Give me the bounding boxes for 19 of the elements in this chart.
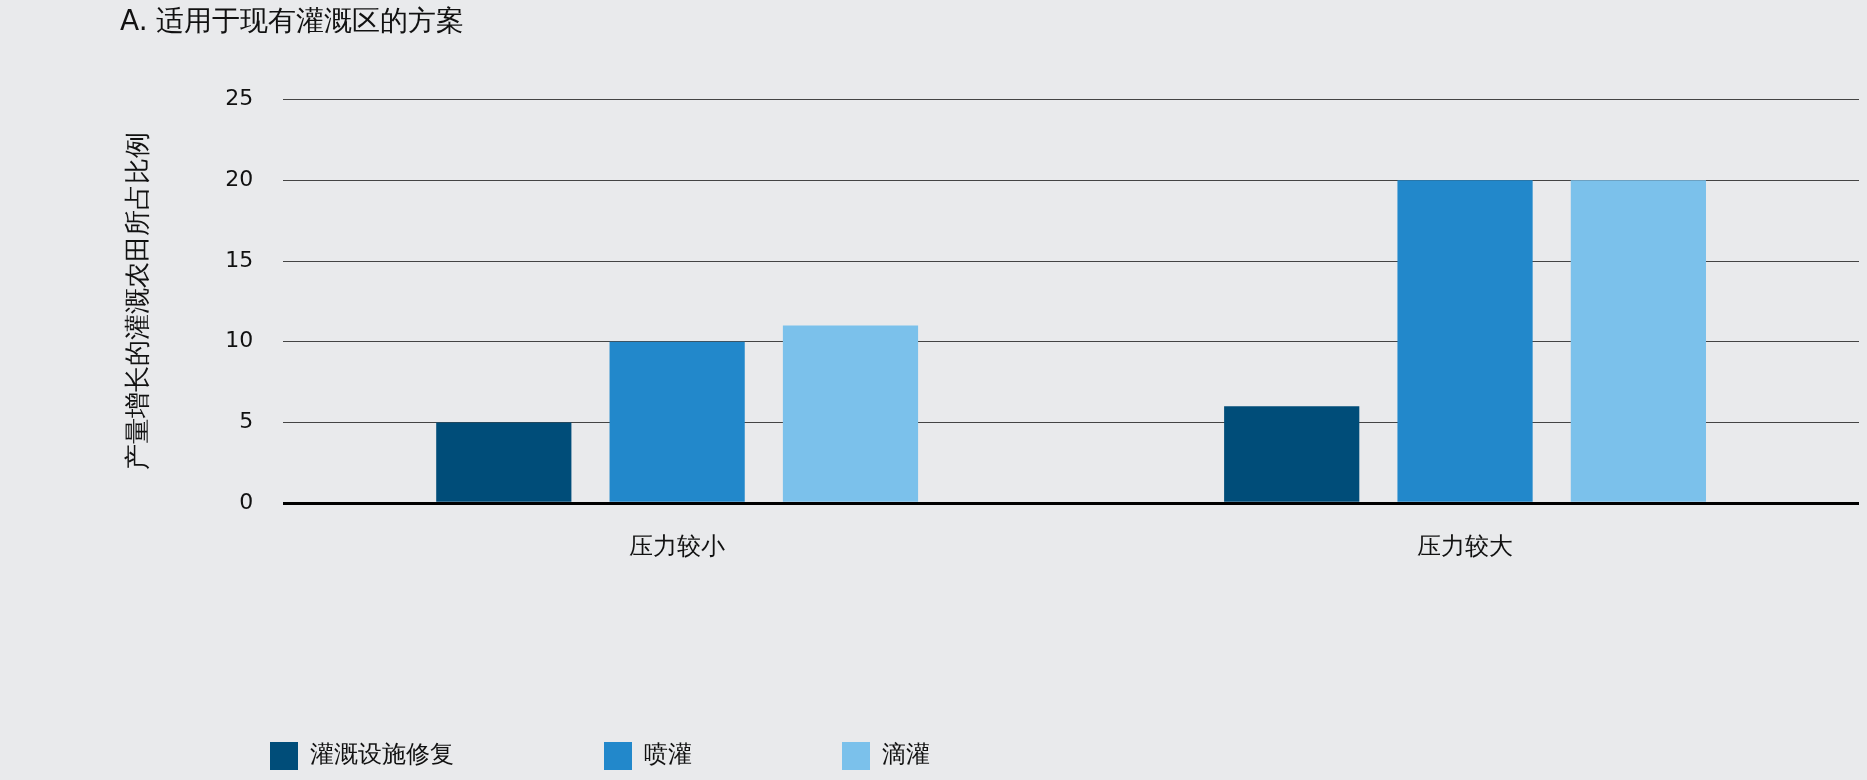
bar <box>1224 406 1360 502</box>
x-tick-label: 压力较小 <box>629 531 726 560</box>
bar <box>436 422 572 502</box>
bar <box>1397 180 1533 502</box>
bar <box>1570 180 1706 502</box>
y-tick-label: 5 <box>239 408 254 434</box>
chart-title: A. 适用于现有灌溉区的方案 <box>120 4 465 38</box>
y-tick-label: 25 <box>225 85 254 111</box>
y-tick-label: 10 <box>225 327 254 353</box>
bar <box>609 341 745 502</box>
legend-label: 灌溉设施修复 <box>310 740 454 769</box>
y-tick-label: 20 <box>225 166 254 192</box>
y-tick-label: 15 <box>225 246 254 272</box>
y-tick-label: 0 <box>239 488 254 514</box>
x-tick-label: 压力较大 <box>1417 531 1514 560</box>
bar <box>782 325 919 502</box>
y-axis-title: 产量增长的灌溉农田所占比例 <box>122 132 153 471</box>
legend-label: 滴灌 <box>882 740 930 769</box>
legend-label: 喷灌 <box>644 740 692 769</box>
